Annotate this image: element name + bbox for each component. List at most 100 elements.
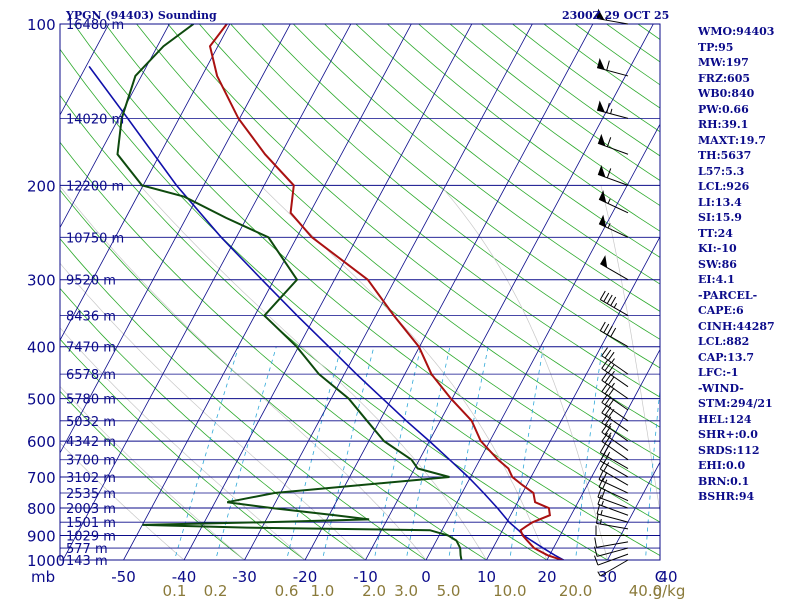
height-label: 5032 m — [66, 415, 116, 430]
mixing-ratio-label: 40.0 — [629, 582, 662, 600]
isotherm-line — [60, 24, 291, 454]
mixing-ratio-unit-label: g/kg — [653, 582, 686, 600]
wind-barb-flag — [599, 321, 606, 331]
height-label: 12200 m — [66, 179, 124, 194]
mixing-ratio-label: 3.0 — [394, 582, 418, 600]
wind-barb-flag — [606, 294, 613, 304]
isotherm-line — [425, 123, 660, 560]
wind-barb-half-flag — [605, 15, 608, 21]
dry-adiabat-line — [198, 24, 660, 398]
pressure-tick-label: 200 — [27, 177, 56, 195]
wind-barb-pennant — [598, 214, 607, 228]
wind-barb-flag — [601, 432, 608, 442]
wind-barb — [597, 165, 629, 186]
wind-barb-staff — [601, 355, 629, 375]
wind-barb-flag — [594, 546, 598, 557]
wind-barb-pennant — [597, 58, 605, 70]
wind-barb-flag — [604, 374, 612, 383]
isotherm-line — [546, 348, 660, 560]
chart-background-lines — [60, 24, 660, 560]
mixing-ratio-line — [575, 346, 603, 560]
dry-adiabat-line — [355, 24, 660, 258]
wind-barb-flag — [607, 364, 615, 374]
stability-index-item: SRDS:112 — [698, 443, 760, 457]
mixing-ratio-label: 2.0 — [362, 582, 386, 600]
wind-barb-flag — [607, 398, 615, 408]
stability-index-item: SI:15.9 — [698, 211, 742, 224]
dry-adiabat-line — [324, 24, 660, 285]
mixing-ratio-line — [215, 346, 277, 560]
wind-barb-staff — [596, 513, 629, 523]
height-label: 1029 m — [66, 529, 116, 544]
wind-barb-flag — [606, 137, 612, 147]
wind-barb-flag — [602, 479, 608, 490]
wind-barb-flag — [601, 423, 608, 433]
pressure-tick-label: 100 — [27, 16, 56, 34]
dry-adiabat-line — [261, 24, 660, 340]
wind-barb — [594, 553, 629, 566]
wind-barb-staff — [596, 541, 629, 548]
wind-barb-half-flag — [601, 500, 604, 506]
wind-barb — [601, 423, 629, 452]
wind-barb — [599, 443, 629, 469]
wind-barb-flag — [603, 323, 610, 333]
wind-barb-half-flag — [597, 571, 601, 577]
stability-index-item: STM:294/21 — [698, 397, 773, 410]
isotherm-line — [304, 24, 594, 560]
height-label: 9520 m — [66, 274, 116, 289]
wind-barb-staff — [600, 460, 629, 478]
dry-adiabat-line — [293, 24, 660, 312]
wind-barb-flag — [601, 347, 608, 357]
wind-barb-half-flag — [607, 422, 612, 428]
pressure-tick-label: 800 — [27, 500, 56, 518]
stability-index-item: RH:39.1 — [698, 118, 749, 131]
wind-barb-flag — [610, 327, 617, 337]
height-label: 6578 m — [66, 368, 116, 383]
stability-index-item: MAXT:19.7 — [698, 133, 766, 147]
dry-adiabat-line — [104, 24, 660, 491]
wind-barb-flag — [596, 504, 601, 515]
wind-barb-flag — [601, 371, 608, 381]
height-label: 10750 m — [66, 231, 124, 246]
wind-barb-staff — [597, 503, 629, 516]
height-label: 16480 m — [66, 18, 124, 33]
height-label: 5780 m — [66, 393, 116, 408]
wind-barb-flag — [603, 445, 610, 455]
temperature-profile-line — [208, 24, 566, 560]
temperature-tick-label: 0 — [421, 568, 431, 586]
wind-barb-flag — [607, 376, 615, 386]
dry-adiabat-line — [60, 390, 246, 560]
isotherm-line — [486, 236, 660, 560]
stability-index-item: -PARCEL- — [698, 288, 758, 302]
isotherm-line — [365, 24, 654, 560]
wind-barb-staff — [600, 330, 629, 348]
temperature-tick-label: -20 — [293, 568, 318, 586]
wind-barb — [599, 460, 629, 486]
wind-barb-staff — [596, 67, 629, 77]
moist-adiabat-line — [60, 442, 185, 560]
wind-barb — [599, 290, 629, 317]
stability-index-item: CAPE:6 — [698, 304, 744, 317]
wind-barb-flag — [610, 296, 617, 306]
mixing-ratio-label: 5.0 — [437, 582, 461, 600]
wind-barb-staff — [597, 553, 629, 566]
wind-barb-pennant — [598, 190, 607, 203]
dry-adiabat-line — [167, 24, 660, 428]
pressure-tick-label: 900 — [27, 527, 56, 545]
wind-barb — [596, 58, 629, 77]
wind-barb-staff — [596, 109, 629, 119]
wind-barb-flag — [597, 494, 602, 505]
mixing-ratio-line — [405, 346, 451, 560]
stability-index-item: TH:5637 — [698, 149, 752, 162]
stability-index-item: LCL:882 — [698, 335, 750, 348]
mixing-ratio-line — [174, 346, 239, 560]
wind-barb-staff — [601, 367, 629, 388]
wind-barb-flag — [601, 394, 608, 403]
dry-adiabat-line — [60, 287, 367, 560]
mixing-ratio-label: 0.6 — [275, 582, 299, 600]
dry-adiabat-line — [73, 24, 660, 523]
isotherm-line — [62, 24, 352, 560]
stability-index-item: LI:13.4 — [698, 195, 742, 209]
stability-index-item: CINH:44287 — [698, 319, 775, 333]
